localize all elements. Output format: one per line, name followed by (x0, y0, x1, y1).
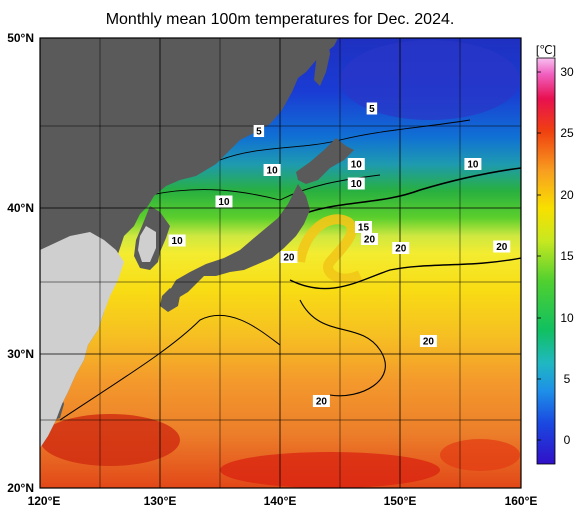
land-sakhalin (314, 38, 330, 86)
contour-label: 10 (351, 179, 363, 190)
contour-label-box (312, 395, 330, 407)
subarctic-front-line (299, 167, 521, 216)
colorbar-unit: [℃] (536, 43, 556, 57)
lat-label-20n: 20°N (7, 481, 34, 495)
contour-label: 10 (218, 197, 230, 208)
contour-label: 20 (283, 253, 295, 264)
colorbar-tick-25: 25 (560, 126, 574, 140)
contour-label: 10 (172, 236, 184, 247)
lat-label-50n: 50°N (7, 31, 34, 45)
contour-label-box (347, 158, 365, 170)
land-korea-light (138, 226, 156, 262)
contour-label-box (360, 233, 378, 245)
contour-label-box (347, 177, 365, 190)
contour-label-box (392, 242, 410, 254)
gridlines (40, 38, 521, 488)
colorbar-tick-30: 30 (560, 65, 574, 79)
contour-label: 10 (351, 160, 363, 171)
land-asia-mainland (40, 38, 338, 448)
land-china-light (40, 232, 124, 448)
lon-label-160e: 160°E (505, 494, 538, 508)
contour-20-south-line (299, 299, 386, 397)
colorbar-tick-0: 0 (564, 433, 571, 447)
contour-label-box (419, 335, 437, 347)
contour-label: 20 (423, 337, 435, 348)
land-japan-hokkaido (296, 138, 354, 184)
contour-label-box (354, 221, 372, 233)
map-frame (39, 37, 522, 489)
contour-label: 10 (267, 166, 279, 177)
colorbar-tick-5: 5 (564, 372, 571, 386)
contour-label-box (464, 158, 482, 170)
land-japan-kyushu (160, 288, 180, 312)
contour-label: 5 (256, 127, 262, 138)
colorbar-gradient (536, 57, 556, 465)
contour-label: 10 (467, 160, 479, 171)
colorbar-tick-20: 20 (560, 188, 574, 202)
lon-label-130e: 130°E (144, 494, 177, 508)
contour-label-box (366, 102, 378, 115)
contour-label-box (253, 125, 265, 137)
colorbar: [℃] 30 25 20 15 10 5 0 (536, 43, 574, 465)
lat-label-30n: 30°N (7, 347, 34, 361)
lon-label-140e: 140°E (264, 494, 297, 508)
contour-label-box (168, 234, 186, 247)
contour-label: 20 (316, 397, 328, 408)
lat-label-40n: 40°N (7, 201, 34, 215)
contour-label: 20 (496, 242, 508, 253)
warm-eddy-south-east (440, 439, 520, 471)
kuroshio-meander (295, 214, 363, 284)
contour-label: 15 (358, 223, 370, 234)
lon-label-150e: 150°E (384, 494, 417, 508)
warm-eddy-south (220, 452, 440, 488)
warm-eddy-southwest (40, 414, 180, 466)
contour-label-box (263, 164, 281, 176)
contour-label: 20 (364, 235, 376, 246)
contour-20-line (289, 257, 521, 290)
contour-label-box (215, 195, 233, 208)
contour-label-box (493, 240, 511, 253)
colorbar-tick-10: 10 (560, 311, 574, 325)
contour-label: 20 (395, 244, 407, 255)
map-title: Monthly mean 100m temperatures for Dec. … (105, 11, 455, 28)
contour-label: 5 (369, 104, 375, 115)
contour-label-box (280, 251, 298, 263)
cold-tongue-north (340, 40, 520, 120)
lon-label-120e: 120°E (28, 494, 61, 508)
land-japan-honshu (170, 184, 310, 298)
contour-25-line (59, 314, 281, 421)
colorbar-tick-15: 15 (560, 249, 574, 263)
